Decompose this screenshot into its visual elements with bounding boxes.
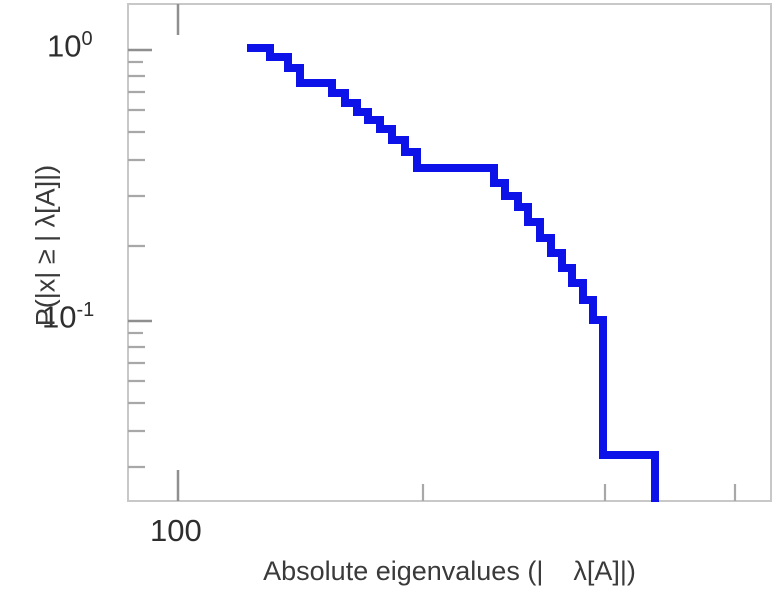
y-tick-exponent: -1 xyxy=(76,299,95,321)
y-tick-mantissa: 10 xyxy=(42,299,77,335)
y-tick-label-1e-1: 10-1 xyxy=(42,299,94,335)
data-series-line xyxy=(247,44,659,502)
x-axis-title: Absolute eigenvalues (| λ[A]|) xyxy=(263,556,636,586)
y-axis-minor-ticks xyxy=(128,60,145,469)
x-axis-minor-ticks xyxy=(421,484,737,501)
y-tick-exponent: 0 xyxy=(81,28,93,50)
y-tick-mantissa: 10 xyxy=(47,28,82,64)
y-axis-title: P(|x| ≥ | λ[A]|) xyxy=(30,164,61,327)
y-axis-major-ticks xyxy=(128,48,152,323)
plot-area xyxy=(127,3,772,502)
x-tick-label-100: 100 xyxy=(150,513,202,548)
y-tick-label-1e0: 100 xyxy=(47,28,93,64)
